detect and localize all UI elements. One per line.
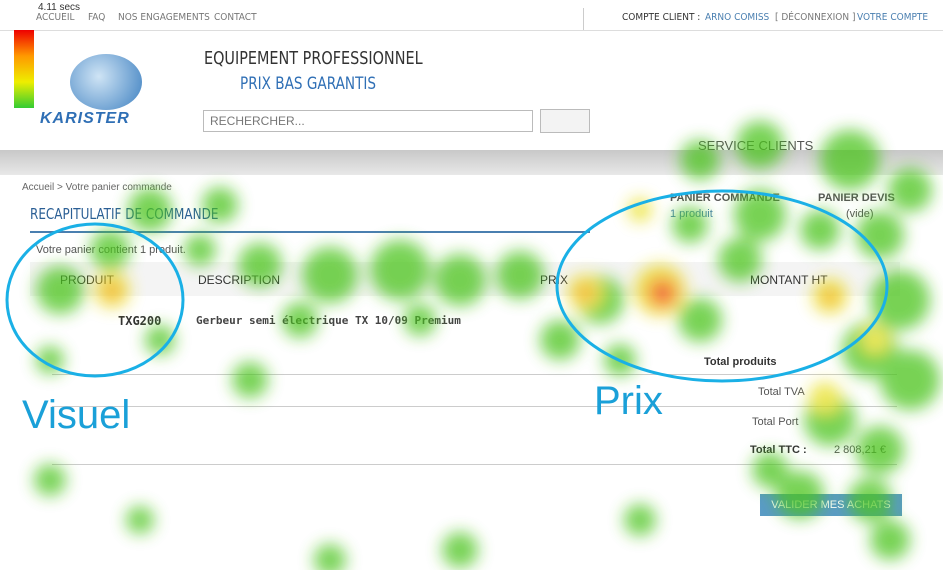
heat-spot	[861, 326, 889, 354]
heat-spot	[880, 350, 940, 410]
heat-spot	[652, 283, 674, 305]
heat-spot	[820, 130, 880, 190]
heat-spot	[809, 382, 841, 414]
annotation-label: Visuel	[22, 393, 130, 437]
heat-spot	[404, 304, 436, 336]
heat-spot	[232, 362, 268, 398]
heat-spot	[36, 266, 84, 314]
heat-spot	[888, 168, 932, 212]
heat-spot	[434, 254, 486, 306]
page: 4.11 secs ACCUEIL FAQ NOS ENGAGEMENTS CO…	[0, 0, 943, 570]
heat-spot	[736, 121, 784, 169]
heat-spot	[672, 207, 708, 243]
heat-spot	[870, 270, 930, 330]
annotation-label: Prix	[594, 379, 663, 423]
heat-spot	[856, 426, 904, 474]
heat-spot	[624, 504, 656, 536]
heat-spot	[90, 230, 130, 270]
heatmap	[34, 121, 940, 570]
heat-spot	[848, 478, 892, 522]
heat-spot	[314, 544, 346, 570]
heat-spot	[102, 281, 122, 301]
heat-spot	[238, 243, 282, 287]
heat-spot	[126, 506, 154, 534]
heat-spot	[718, 238, 762, 282]
heat-spot	[496, 251, 544, 299]
heat-spot	[128, 188, 172, 232]
heat-spot	[442, 532, 478, 568]
heat-spot	[370, 240, 430, 300]
heat-spot	[776, 471, 824, 519]
heat-spot	[821, 288, 839, 306]
heatmap-overlay: Visuel Prix	[0, 0, 943, 570]
heat-spot	[870, 520, 910, 560]
heat-spot	[34, 464, 66, 496]
heat-spot	[282, 302, 318, 338]
heat-spot	[302, 247, 358, 303]
heat-spot	[680, 140, 720, 180]
heat-spot	[202, 187, 238, 223]
heat-spot	[575, 283, 595, 303]
heat-spot	[184, 234, 216, 266]
heat-spot	[678, 298, 722, 342]
